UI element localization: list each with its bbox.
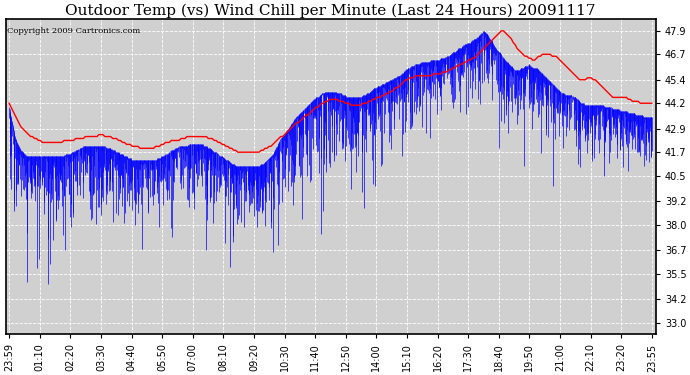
Title: Outdoor Temp (vs) Wind Chill per Minute (Last 24 Hours) 20091117: Outdoor Temp (vs) Wind Chill per Minute … — [66, 3, 596, 18]
Text: Copyright 2009 Cartronics.com: Copyright 2009 Cartronics.com — [8, 27, 141, 35]
